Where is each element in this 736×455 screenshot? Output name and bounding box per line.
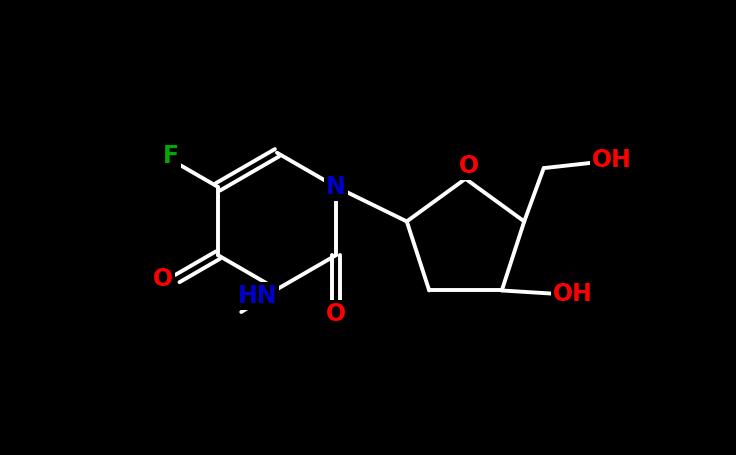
Text: N: N (326, 175, 346, 199)
Text: O: O (326, 302, 346, 326)
Text: OH: OH (553, 282, 593, 306)
Text: O: O (459, 154, 479, 178)
Text: OH: OH (592, 148, 631, 172)
Text: O: O (153, 267, 173, 291)
Text: F: F (163, 144, 179, 168)
Text: HN: HN (238, 284, 277, 308)
